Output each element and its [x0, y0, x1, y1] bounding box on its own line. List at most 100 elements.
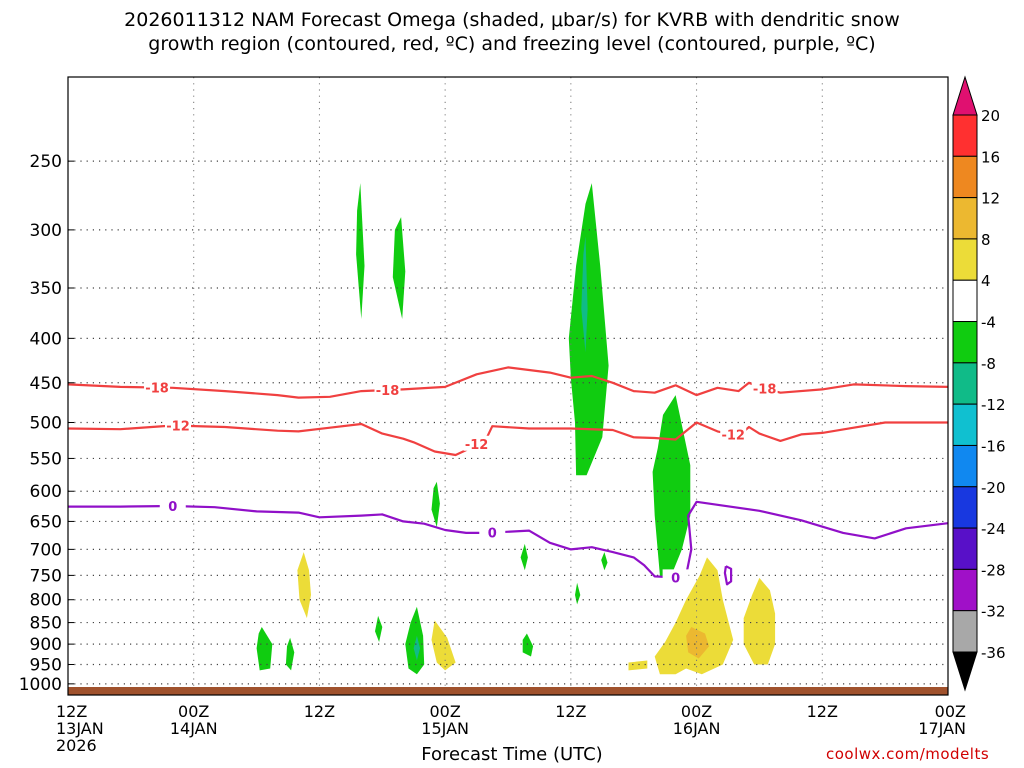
y-tick-label: 350 [30, 279, 62, 299]
colorbar-bin [952, 114, 978, 157]
x-tick-label: 00Z [681, 702, 712, 721]
chart-title-line-1: 2026011312 NAM Forecast Omega (shaded, μ… [124, 9, 900, 31]
x-tick-label: 14JAN [170, 719, 218, 738]
colorbar-label: -20 [981, 479, 1006, 497]
omega-region [375, 615, 383, 642]
colorbar-bin [952, 362, 978, 405]
colorbar-label: -24 [981, 520, 1006, 538]
colorbar-label: -4 [981, 314, 996, 332]
contour-line [723, 565, 733, 586]
colorbar-bin [952, 444, 978, 488]
colorbar-top-arrow [952, 75, 978, 116]
colorbar-label: 20 [981, 107, 1000, 125]
colorbar-bin [952, 610, 978, 653]
x-tick-label: 17JAN [918, 719, 966, 738]
contour-label: -18 [753, 382, 777, 397]
contour-line [68, 500, 949, 579]
omega-shading-layer [256, 183, 776, 675]
y-tick-label: 500 [30, 413, 62, 433]
chart-title-line-2: growth region (contoured, red, ºC) and f… [148, 33, 876, 55]
contour-label: 0 [488, 527, 497, 542]
y-tick-label: 700 [30, 540, 62, 560]
contour-label: -12 [465, 438, 489, 453]
x-tick-label: 15JAN [421, 719, 469, 738]
colorbar-bin [952, 279, 978, 323]
contour-label-bg [463, 435, 490, 451]
contour-label-bg [144, 379, 171, 395]
colorbar-bin [952, 486, 978, 529]
omega-region [256, 627, 273, 671]
y-tick-label: 750 [30, 566, 62, 586]
omega-region [581, 236, 588, 353]
x-tick-label: 12Z [555, 702, 586, 721]
omega-region [285, 637, 295, 671]
y-tick-label: 900 [30, 635, 62, 655]
omega-region [297, 552, 311, 619]
y-tick-label: 600 [30, 482, 62, 502]
colorbar-bin [952, 403, 978, 446]
x-tick-label: 00Z [935, 702, 966, 721]
omega-region [522, 633, 534, 657]
contour-label: -18 [145, 382, 169, 397]
y-tick-label: 450 [30, 374, 62, 394]
omega-region [575, 582, 581, 605]
colorbar-label: -8 [981, 355, 996, 373]
omega-region [431, 481, 440, 528]
colorbar-bin [952, 527, 978, 570]
x-axis-label: Forecast Time (UTC) [421, 744, 603, 765]
x-tick-label: 16JAN [673, 719, 721, 738]
y-tick-label: 800 [30, 591, 62, 611]
colorbar-label: 12 [981, 190, 1000, 208]
contour-label: -12 [166, 420, 190, 435]
contour-label: 0 [671, 571, 680, 586]
omega-region [392, 217, 406, 319]
omega-region [568, 183, 609, 476]
site-credit: coolwx.com/modelts [826, 745, 990, 763]
y-tick-label: 850 [30, 614, 62, 634]
y-tick-label: 1000 [19, 675, 62, 695]
x-tick-label: 00Z [429, 702, 460, 721]
omega-region [652, 395, 691, 581]
contour-label-bg [720, 426, 747, 442]
omega-region [520, 543, 528, 571]
contour-line [67, 421, 948, 457]
omega-region [743, 577, 776, 665]
contour-line [67, 366, 949, 399]
x-tick-label: 13JAN [56, 719, 104, 738]
y-tick-label: 300 [30, 221, 62, 241]
x-tick-label: 12Z [56, 702, 87, 721]
colorbar-bin [952, 238, 978, 281]
colorbar-label: -28 [981, 561, 1006, 579]
colorbar-bin [952, 155, 978, 199]
colorbar-label: -16 [981, 437, 1006, 455]
x-tick-label: 12Z [304, 702, 335, 721]
omega-region [413, 635, 420, 661]
omega-region [686, 627, 710, 659]
contour-label: -18 [376, 384, 400, 399]
contour-label-bg [374, 382, 401, 398]
contour-label: 0 [168, 500, 177, 515]
contour-label-bg [479, 524, 506, 540]
omega-region [601, 552, 608, 571]
colorbar: 20 16 12 8 4 -4 -8 -12 -16 -20 -24 -28 -32 -36 [952, 75, 1006, 692]
contour-label-bg [751, 380, 778, 396]
temperature-contours: -18 -18 -18 -12 -12 -12 0 0 0 [67, 366, 949, 586]
y-tick-label: 250 [30, 152, 62, 172]
terrain-ground [68, 687, 948, 695]
contour-label: -12 [721, 429, 745, 444]
colorbar-bin [952, 197, 978, 240]
plot-frame [67, 76, 949, 696]
colorbar-bin [952, 568, 978, 612]
x-tick-label: 12Z [807, 702, 838, 721]
colorbar-label: -32 [981, 603, 1006, 621]
colorbar-bin [952, 321, 978, 364]
colorbar-label: 8 [981, 231, 991, 249]
y-tick-label: 400 [30, 329, 62, 349]
y-tick-label: 950 [30, 656, 62, 676]
axes: 2503003504004505005506006507007508008509… [19, 152, 966, 755]
gridlines [67, 77, 949, 695]
omega-region [628, 660, 648, 671]
terrain-layer [68, 687, 948, 695]
x-tick-label: 00Z [178, 702, 209, 721]
